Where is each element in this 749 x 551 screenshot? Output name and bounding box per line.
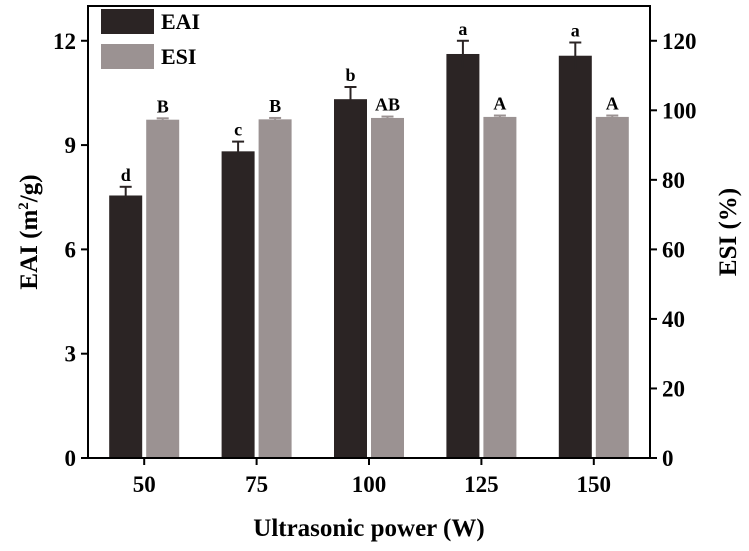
x-tick-label-100: 100 (352, 472, 387, 497)
significance-letter-eai-75: c (234, 120, 242, 140)
significance-letter-eai-100: b (345, 65, 355, 85)
y-right-tick-label-120: 120 (662, 29, 697, 54)
y-left-tick-label-12: 12 (53, 29, 76, 54)
legend-label-esi: ESI (161, 44, 196, 69)
bars-group (109, 53, 629, 459)
y-right-tick-label-40: 40 (662, 307, 685, 332)
bar-esi-125 (483, 116, 517, 458)
x-axis-label: Ultrasonic power (W) (253, 515, 484, 542)
y-axis-left-label: EAI (m2/g) (16, 174, 43, 289)
bar-eai-50 (109, 195, 143, 458)
significance-letter-esi-100: AB (375, 95, 400, 115)
legend-label-eai: EAI (161, 9, 200, 34)
legend: EAI ESI (101, 9, 200, 69)
significance-letter-esi-150: A (606, 94, 619, 114)
significance-letter-eai-125: a (458, 19, 467, 39)
x-tick-label-75: 75 (245, 472, 268, 497)
bar-eai-100 (334, 99, 367, 458)
significance-letter-esi-50: B (157, 96, 169, 116)
y-left-tick-label-0: 0 (65, 446, 77, 471)
significance-letters-group: d c b a a B B AB A A (121, 19, 619, 185)
significance-letter-eai-150: a (571, 21, 580, 41)
y-right-tick-label-60: 60 (662, 237, 685, 262)
x-tick-label-50: 50 (133, 472, 156, 497)
legend-swatch-eai (101, 9, 154, 34)
bar-eai-75 (221, 151, 255, 458)
bar-esi-150 (595, 116, 629, 458)
bar-eai-150 (558, 55, 592, 458)
bar-eai-125 (446, 53, 480, 458)
error-bars-group (119, 39, 619, 205)
y-left-tick-label-6: 6 (65, 237, 77, 262)
x-tick-label-150: 150 (577, 472, 612, 497)
y-left-tick-label-9: 9 (65, 133, 77, 158)
y-right-tick-label-80: 80 (662, 168, 685, 193)
y-right-tick-label-0: 0 (662, 446, 674, 471)
bar-esi-50 (146, 119, 180, 459)
y-left-tick-label-3: 3 (65, 342, 77, 367)
y-axis-right-label: ESI (%) (715, 188, 742, 276)
legend-swatch-esi (101, 44, 154, 69)
x-tick-label-125: 125 (464, 472, 499, 497)
bar-esi-75 (258, 119, 292, 459)
significance-letter-eai-50: d (121, 165, 131, 185)
significance-letter-esi-75: B (269, 96, 281, 116)
bar-esi-100 (371, 117, 404, 459)
y-right-tick-label-20: 20 (662, 376, 685, 401)
y-right-tick-label-100: 100 (662, 98, 697, 123)
significance-letter-esi-125: A (493, 94, 506, 114)
